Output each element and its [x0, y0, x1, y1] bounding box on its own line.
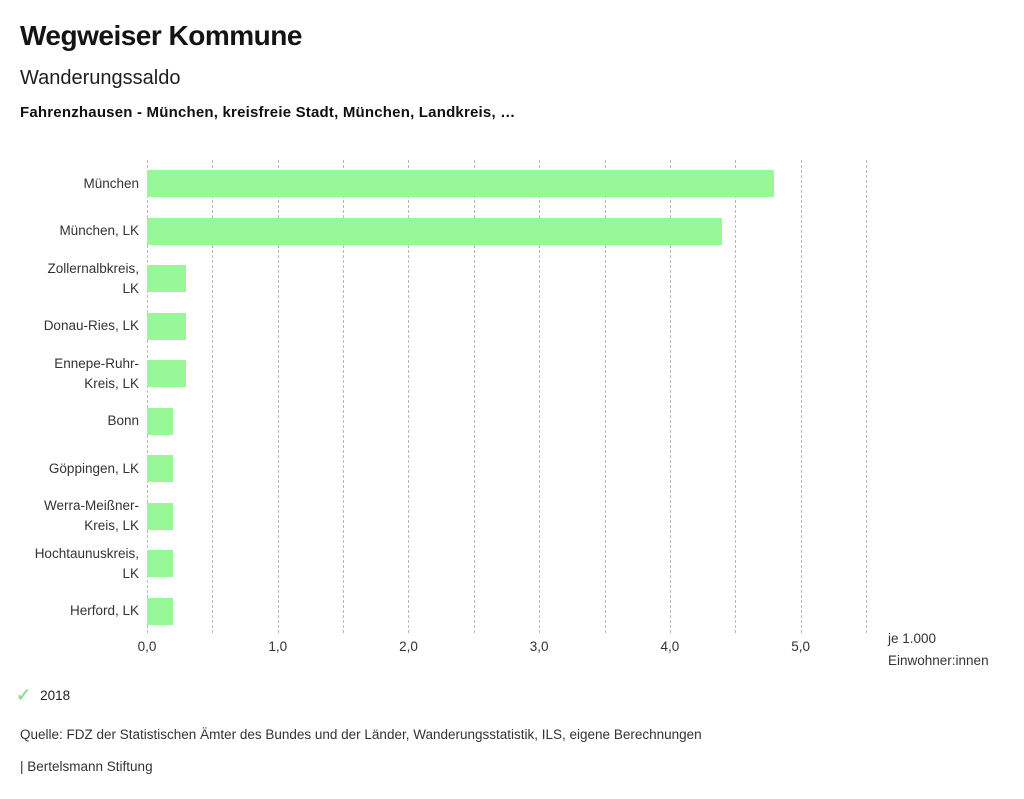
gridline — [735, 160, 737, 633]
x-tick-label: 2,0 — [399, 639, 418, 654]
bar-München[interactable] — [147, 170, 774, 198]
category-label: Bonn — [107, 413, 139, 429]
category-label: Herford, LK — [69, 603, 139, 619]
category-axis: München München, LK Zollernalbkreis, LK Don… — [0, 160, 139, 635]
gridline — [473, 160, 475, 633]
bar-München, LK[interactable] — [147, 217, 722, 245]
category-label: Werra-Meißner- Kreis, LK — [43, 498, 139, 534]
chart-title: Wanderungssaldo — [20, 67, 181, 89]
x-tick-label: 1,0 — [268, 639, 288, 654]
category-label: Göppingen, LK — [48, 460, 139, 476]
gridline — [800, 160, 802, 633]
category-label: Hochtaunuskreis, LK — [34, 545, 139, 581]
page-title: Wegweiser Kommune — [20, 20, 302, 51]
bar-Göppingen, LK[interactable] — [147, 455, 173, 483]
bar-Ennepe-Ruhr-Kreis, LK[interactable] — [147, 360, 186, 388]
category-label: Ennepe-Ruhr- Kreis, LK — [54, 355, 139, 391]
x-axis-unit-label: je 1.000 Einwohner:innen — [888, 628, 989, 672]
plot-area — [147, 160, 867, 635]
x-tick-label: 5,0 — [791, 639, 811, 654]
gridline — [277, 160, 279, 633]
gridline — [604, 160, 606, 633]
gridline — [212, 160, 214, 633]
x-tick-label: 0,0 — [137, 639, 157, 654]
bar-Werra-Meißner-Kreis, LK[interactable] — [147, 502, 173, 530]
gridline — [408, 160, 410, 633]
bar-Hochtaunuskreis, LK[interactable] — [147, 550, 173, 578]
bar-Herford, LK[interactable] — [147, 597, 173, 625]
x-tick-label: 4,0 — [660, 639, 680, 654]
gridline — [539, 160, 541, 633]
bar-Zollernalbkreis, LK[interactable] — [147, 265, 186, 293]
gridline — [669, 160, 671, 633]
gridline — [343, 160, 345, 633]
x-axis-unit-line-2: Einwohner:innen — [888, 653, 989, 668]
category-label: München — [83, 175, 139, 191]
gridline — [866, 160, 867, 633]
series-check-icon: ✓ — [16, 685, 32, 705]
x-axis-unit-line-1: je 1.000 — [888, 631, 937, 646]
bar-Donau-Ries, LK[interactable] — [147, 312, 186, 340]
source-note: Quelle: FDZ der Statistischen Ämter des … — [20, 727, 702, 742]
attribution-note: | Bertelsmann Stiftung — [20, 759, 153, 774]
legend-label: 2018 — [40, 687, 71, 703]
category-label: München, LK — [59, 223, 139, 239]
legend-item-2018[interactable]: ✓ 2018 — [16, 686, 70, 704]
gridline — [147, 160, 148, 633]
bar-Bonn[interactable] — [147, 407, 173, 435]
x-tick-label: 3,0 — [529, 639, 549, 654]
category-label: Donau-Ries, LK — [43, 318, 139, 334]
chart-context-line: Fahrenzhausen - München, kreisfreie Stad… — [20, 104, 516, 121]
category-label: Zollernalbkreis, LK — [47, 260, 139, 296]
